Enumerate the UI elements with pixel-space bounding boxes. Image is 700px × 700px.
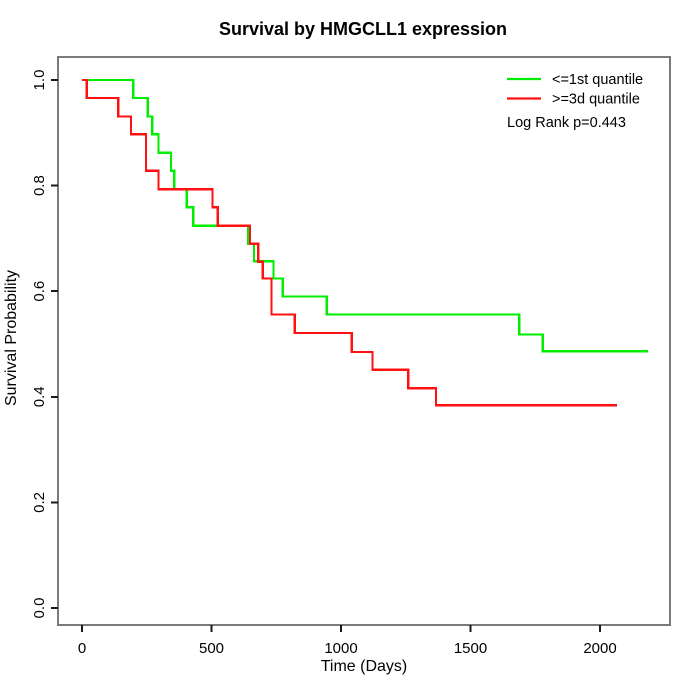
- plot-area: 0 500 1000 1500 2000 0.0 0.2 0.4 0.6 0.8 1.0: [31, 70, 648, 657]
- x-tick-label: 500: [199, 640, 224, 657]
- x-tick-label: 1000: [324, 640, 357, 657]
- x-tick-label: 2000: [583, 640, 616, 657]
- legend: <=1st quantile >=3d quantile Log Rank p=…: [507, 72, 643, 131]
- x-tick-label: 0: [78, 640, 86, 657]
- y-tick-label: 0.0: [31, 598, 48, 619]
- y-tick-label: 0.8: [31, 175, 48, 196]
- y-tick-label: 0.2: [31, 492, 48, 513]
- y-tick-label: 0.4: [31, 386, 48, 407]
- y-tick-label: 1.0: [31, 70, 48, 91]
- log-rank-annotation: Log Rank p=0.443: [507, 115, 626, 131]
- legend-label-red: >=3d quantile: [552, 92, 640, 108]
- green-survival-curve: [82, 78, 648, 353]
- x-axis-label: Time (Days): [321, 658, 408, 675]
- y-tick-label: 0.6: [31, 281, 48, 302]
- x-tick-label: 1500: [454, 640, 487, 657]
- y-axis-label: Survival Probability: [3, 270, 20, 406]
- legend-label-green: <=1st quantile: [552, 72, 643, 88]
- red-survival-curve: [82, 78, 617, 407]
- page-title: Survival by HMGCLL1 expression: [219, 19, 507, 39]
- plot-box: [57, 56, 671, 626]
